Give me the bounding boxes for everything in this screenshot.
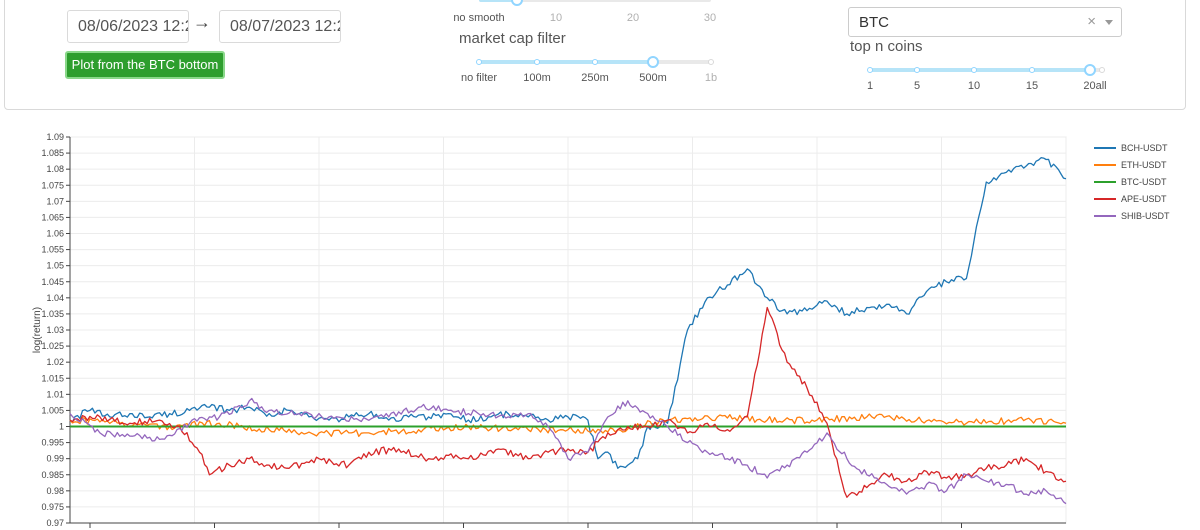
top-n-label-1: 1 xyxy=(866,80,874,92)
y-tick-label: 1.06 xyxy=(46,229,64,239)
legend-label[interactable]: APE-USDT xyxy=(1121,194,1167,204)
y-axis-title: log(return) xyxy=(32,307,43,353)
y-tick-label: 1.075 xyxy=(41,180,64,190)
y-tick-label: 1.045 xyxy=(41,277,64,287)
y-tick-label: 0.985 xyxy=(41,470,64,480)
series-line-shib-usdt xyxy=(69,397,1067,505)
top-n-mark[interactable] xyxy=(1099,67,1105,73)
y-tick-label: 1.065 xyxy=(41,212,64,222)
y-tick-label: 1.035 xyxy=(41,309,64,319)
market-cap-mark[interactable] xyxy=(592,59,598,65)
y-tick-label: 1.01 xyxy=(46,389,64,399)
start-date-input[interactable]: 08/06/2023 12:2 xyxy=(67,10,189,43)
smoothing-label-30: 30 xyxy=(703,12,717,24)
smoothing-label-10: 10 xyxy=(549,12,563,24)
chevron-down-icon[interactable] xyxy=(1105,20,1113,25)
end-date-input[interactable]: 08/07/2023 12:2 xyxy=(219,10,341,43)
legend-label[interactable]: ETH-USDT xyxy=(1121,160,1167,170)
top-n-label-5: 5 xyxy=(913,80,921,92)
coin-select-value: BTC xyxy=(859,14,889,31)
market-cap-mark[interactable] xyxy=(708,59,714,65)
market-cap-slider-handle[interactable] xyxy=(647,56,659,68)
market-cap-label-500m: 500m xyxy=(639,72,667,84)
market-cap-label-1b: 1b xyxy=(704,72,718,84)
top-n-mark[interactable] xyxy=(914,67,920,73)
y-tick-label: 1 xyxy=(59,422,64,432)
plot-from-btc-bottom-button[interactable]: Plot from the BTC bottom xyxy=(65,51,225,79)
y-tick-label: 1.085 xyxy=(41,148,64,158)
top-n-mark[interactable] xyxy=(971,67,977,73)
top-n-coins-title: top n coins xyxy=(850,38,923,55)
market-cap-slider-fill xyxy=(479,60,653,64)
smoothing-slider-handle[interactable] xyxy=(511,0,523,6)
legend-label[interactable]: BTC-USDT xyxy=(1121,177,1167,187)
y-tick-label: 1.09 xyxy=(46,132,64,142)
date-range-arrow-icon: → xyxy=(193,12,211,32)
smoothing-label-no-smooth: no smooth xyxy=(453,12,505,24)
clear-icon[interactable]: × xyxy=(1087,13,1096,30)
coin-select[interactable]: BTC × xyxy=(848,7,1122,37)
market-cap-label-no-filter: no filter xyxy=(460,72,498,84)
market-cap-filter-title: market cap filter xyxy=(459,30,566,47)
top-n-label-20all: 20all xyxy=(1083,80,1107,92)
y-tick-label: 1.07 xyxy=(46,196,64,206)
series-line-bch-usdt xyxy=(69,157,1067,469)
smoothing-slider-track[interactable] xyxy=(479,0,711,2)
y-tick-label: 0.975 xyxy=(41,502,64,512)
legend-label[interactable]: BCH-USDT xyxy=(1121,143,1168,153)
y-tick-label: 0.97 xyxy=(46,518,64,528)
chart-grid xyxy=(69,136,1067,524)
market-cap-label-100m: 100m xyxy=(523,72,551,84)
series-line-eth-usdt xyxy=(69,413,1067,438)
top-n-mark[interactable] xyxy=(867,67,873,73)
y-tick-label: 1.04 xyxy=(46,293,64,303)
y-tick-label: 1.03 xyxy=(46,325,64,335)
y-tick-label: 0.995 xyxy=(41,438,64,448)
y-tick-label: 1.005 xyxy=(41,405,64,415)
top-n-slider-handle[interactable] xyxy=(1084,64,1096,76)
y-tick-label: 0.98 xyxy=(46,486,64,496)
chart-legend[interactable]: BCH-USDT ETH-USDT BTC-USDT APE-USDT SHIB-USD… xyxy=(1094,143,1170,221)
y-tick-label: 0.99 xyxy=(46,454,64,464)
y-tick-label: 1.015 xyxy=(41,373,64,383)
legend-label[interactable]: SHIB-USDT xyxy=(1121,211,1170,221)
top-n-label-15: 15 xyxy=(1025,80,1039,92)
chart-axes: 0.97 0.975 0.98 0.985 0.99 0.995 1 1.005 1.01 1.0… xyxy=(41,132,1066,528)
top-n-slider-fill xyxy=(870,68,1090,72)
market-cap-label-250m: 250m xyxy=(581,72,609,84)
y-tick-label: 1.025 xyxy=(41,341,64,351)
y-tick-label: 1.02 xyxy=(46,357,64,367)
smoothing-slider-fill xyxy=(479,0,517,2)
series-line-ape-usdt xyxy=(69,306,1067,498)
y-tick-label: 1.08 xyxy=(46,164,64,174)
chart-series xyxy=(69,157,1067,505)
top-n-label-10: 10 xyxy=(967,80,981,92)
y-tick-label: 1.055 xyxy=(41,245,64,255)
market-cap-mark[interactable] xyxy=(534,59,540,65)
market-cap-mark[interactable] xyxy=(476,59,482,65)
smoothing-label-20: 20 xyxy=(626,12,640,24)
top-n-mark[interactable] xyxy=(1029,67,1035,73)
y-tick-label: 1.05 xyxy=(46,261,64,271)
